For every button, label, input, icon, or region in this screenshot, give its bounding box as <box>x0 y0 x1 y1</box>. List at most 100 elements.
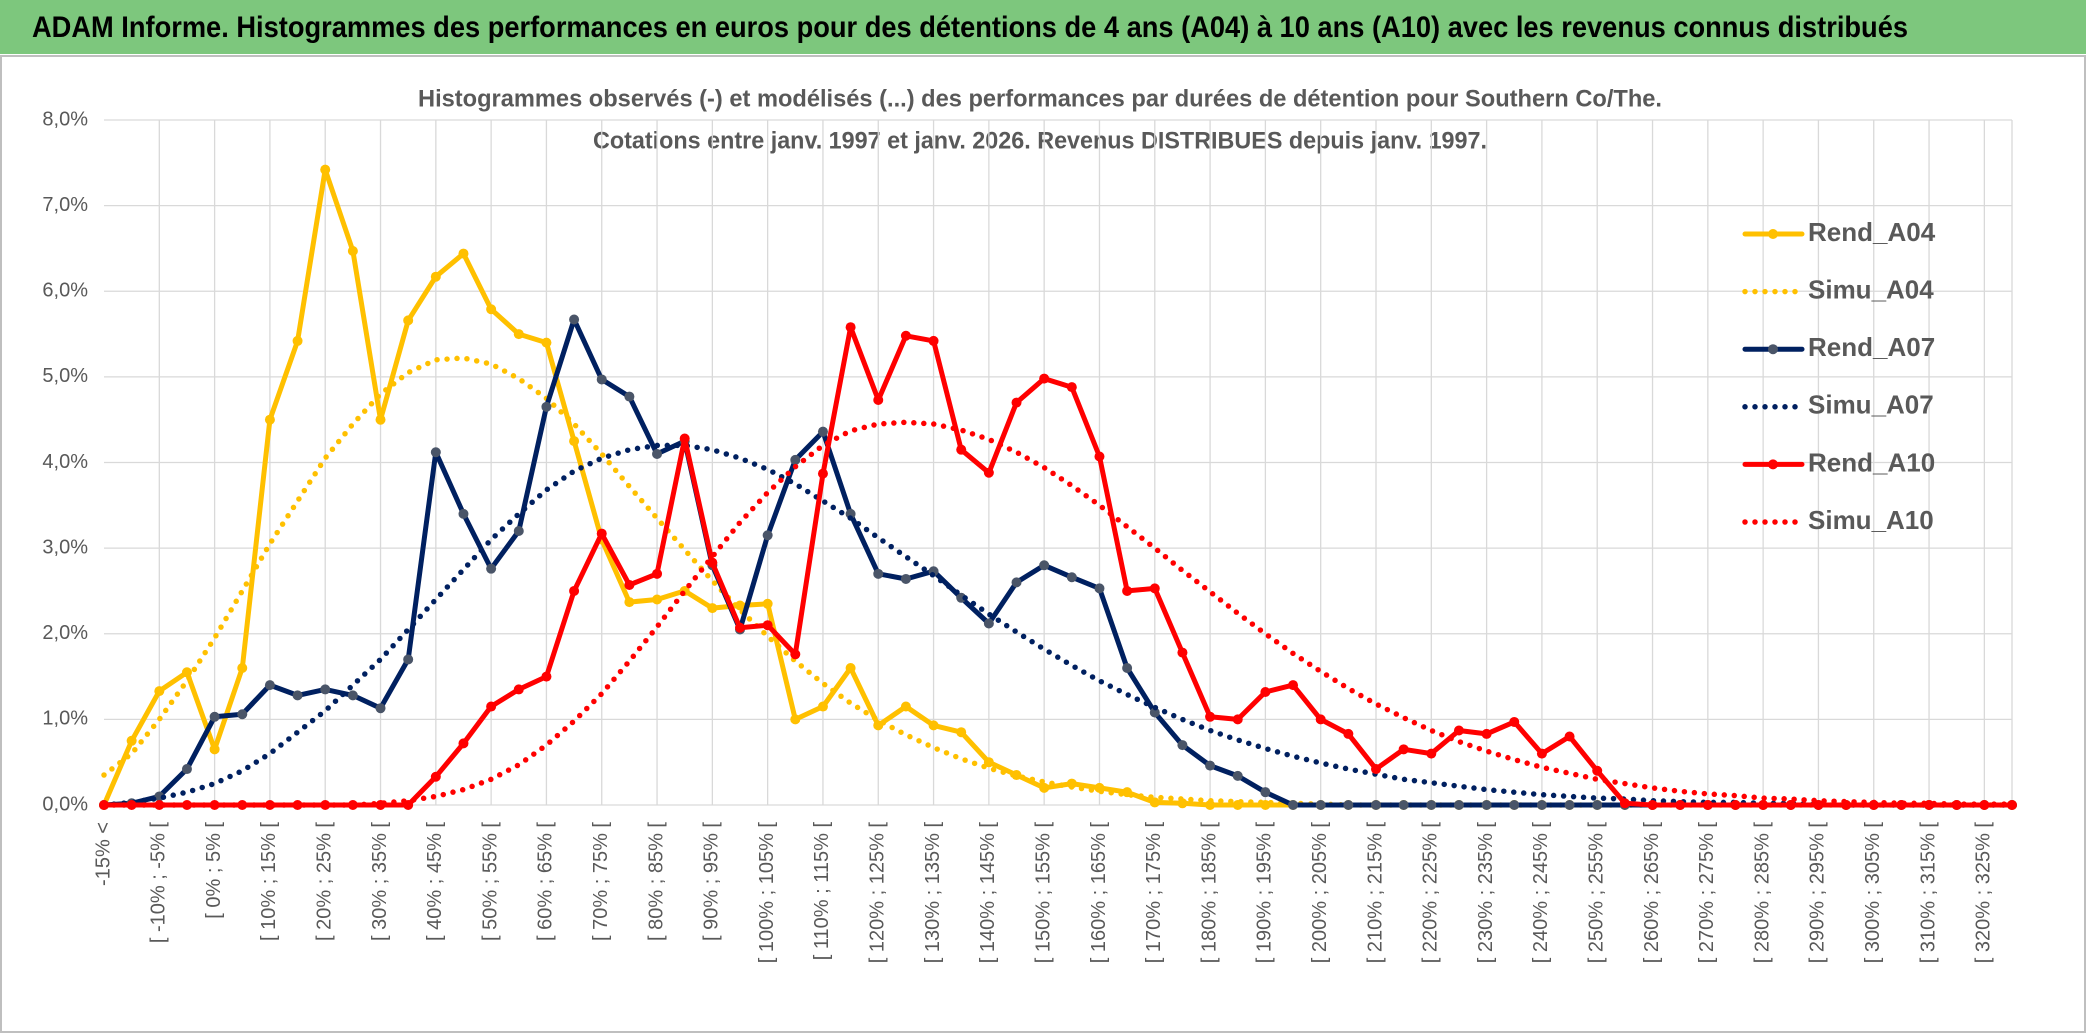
observed-line <box>101 324 2015 808</box>
data-point <box>430 271 441 282</box>
x-tick-label: [ 260% ; 265% [ <box>1641 822 1663 964</box>
data-point <box>320 684 331 695</box>
data-point <box>1011 397 1022 408</box>
data-point <box>486 563 497 574</box>
x-tick-label: [ 280% ; 285% [ <box>1751 822 1773 964</box>
x-tick-label: [ 230% ; 235% [ <box>1475 822 1497 964</box>
data-point <box>154 686 165 697</box>
data-point <box>1509 716 1520 727</box>
data-point <box>292 690 303 701</box>
x-tick-label: [ 310% ; 315% [ <box>1917 822 1939 964</box>
y-tick-label: 0,0% <box>42 793 88 815</box>
x-tick-label: [ 40% ; 45% [ <box>424 822 446 941</box>
data-point <box>375 703 386 714</box>
data-point <box>1592 765 1603 776</box>
chart-title: Histogrammes observés (-) et modélisés (… <box>418 85 1662 112</box>
chart-subtitle: Cotations entre janv. 1997 et janv. 2026… <box>593 127 1487 154</box>
x-tick-label: [ 200% ; 205% [ <box>1309 822 1331 964</box>
x-tick-label: [ 30% ; 35% [ <box>369 822 391 941</box>
data-point <box>1039 782 1050 793</box>
legend-label: Rend_A04 <box>1808 217 1936 247</box>
data-point <box>1813 800 1824 810</box>
data-point <box>1619 798 1630 809</box>
data-point <box>1730 800 1741 810</box>
data-point <box>1288 800 1299 810</box>
data-point <box>1066 572 1077 583</box>
data-point <box>1149 797 1160 808</box>
data-point <box>845 663 856 673</box>
x-tick-label: [ 130% ; 135% [ <box>922 822 944 964</box>
x-tick-label: [ 70% ; 75% [ <box>590 822 612 941</box>
data-point <box>1758 800 1769 810</box>
data-point <box>1343 800 1354 810</box>
data-point <box>817 426 828 437</box>
data-point <box>817 701 828 712</box>
model-line <box>101 419 2015 808</box>
data-point <box>707 603 718 614</box>
data-point <box>845 322 856 333</box>
chart-frame <box>0 55 2086 1033</box>
x-tick-label: [ 320% ; 325% [ <box>1973 822 1995 964</box>
legend-label: Simu_A07 <box>1808 390 1934 420</box>
data-point <box>569 314 580 325</box>
y-tick-label: 5,0% <box>42 365 88 387</box>
data-point <box>1094 451 1105 462</box>
x-tick-label: [ 190% ; 195% [ <box>1254 822 1276 964</box>
x-tick-label: [ 250% ; 255% [ <box>1585 822 1607 964</box>
data-point <box>1453 800 1464 810</box>
data-point <box>624 579 635 590</box>
data-point <box>762 620 773 631</box>
data-point <box>1039 373 1050 384</box>
data-point <box>900 573 911 584</box>
data-point <box>1536 800 1547 810</box>
data-point <box>126 735 137 746</box>
data-point <box>320 164 331 175</box>
x-tick-label: [ 110% ; 115% [ <box>811 822 833 961</box>
data-point <box>790 649 801 660</box>
legend-label: Rend_A07 <box>1808 332 1935 362</box>
data-point <box>817 468 828 479</box>
x-tick-label: [ 300% ; 305% [ <box>1862 822 1884 964</box>
legend-label: Simu_A10 <box>1808 505 1934 535</box>
data-point <box>900 701 911 712</box>
data-point <box>1702 800 1713 810</box>
data-point <box>1232 770 1243 781</box>
header-title: ADAM Informe. Histogrammes des performan… <box>32 11 1908 44</box>
data-point <box>1288 680 1299 691</box>
data-point <box>983 757 994 768</box>
x-tick-label: [ 150% ; 155% [ <box>1032 822 1054 964</box>
data-point <box>707 557 718 568</box>
data-point <box>1647 800 1658 810</box>
data-point <box>569 436 580 447</box>
data-point <box>181 764 192 775</box>
x-tick-label: [ 290% ; 295% [ <box>1807 822 1829 964</box>
x-tick-label: [ 80% ; 85% [ <box>645 822 667 941</box>
x-tick-label: [ 180% ; 185% [ <box>1198 822 1220 964</box>
data-point <box>1232 714 1243 725</box>
x-tick-label: [ 270% ; 275% [ <box>1696 822 1718 964</box>
x-tick-label: [ 140% ; 145% [ <box>977 822 999 964</box>
y-tick-label: 7,0% <box>42 194 88 216</box>
data-point <box>181 667 192 678</box>
data-point <box>652 568 663 579</box>
data-point <box>541 337 552 348</box>
x-tick-label: [ 160% ; 165% [ <box>1088 822 1110 964</box>
y-tick-label: 6,0% <box>42 280 88 302</box>
data-point <box>264 800 275 810</box>
data-point <box>513 526 524 536</box>
data-point <box>154 800 165 810</box>
y-tick-label: 1,0% <box>42 708 88 730</box>
data-point <box>430 447 441 458</box>
data-point <box>486 304 497 315</box>
data-point <box>292 335 303 346</box>
data-point <box>873 568 884 579</box>
data-point <box>264 680 275 691</box>
data-point <box>735 600 745 611</box>
x-tick-label: [ 170% ; 175% [ <box>1143 822 1165 964</box>
header-bar <box>0 0 2086 54</box>
x-tick-label: [ 90% ; 95% [ <box>701 822 723 941</box>
x-tick-label: [ 220% ; 225% [ <box>1420 822 1442 964</box>
data-point <box>652 594 663 605</box>
data-point <box>237 663 248 673</box>
